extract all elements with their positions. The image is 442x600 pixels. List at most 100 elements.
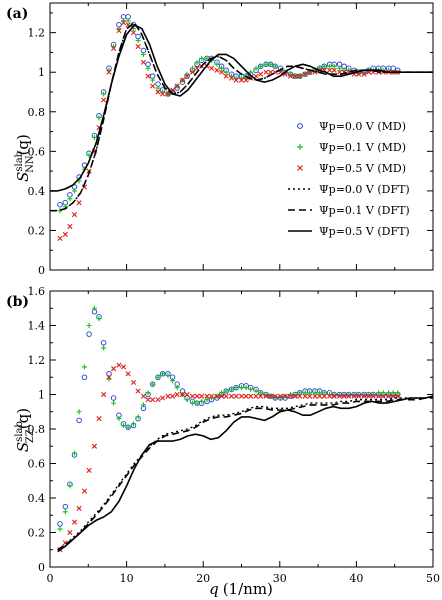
x-tick-label: 20 [196,572,210,585]
md-point-plus [130,421,136,427]
md-point-cross [135,388,141,394]
md-point-cross [204,393,210,399]
md-point-cross [380,393,386,399]
md-point-plus [81,364,87,370]
md-point-circle [57,201,63,208]
md-point-plus [258,390,264,396]
md-point-cross [71,212,78,218]
md-point-cross [312,393,318,399]
md-point-cross [287,73,294,79]
md-point-cross [302,393,308,399]
y-tick-label: 0.8 [28,423,46,436]
md-point-cross [209,393,215,399]
md-point-circle [81,374,88,381]
md-point-plus [145,65,151,71]
md-point-cross [218,393,225,399]
md-point-plus [199,398,205,404]
md-point-cross [174,391,180,398]
md-point-cross [351,393,357,399]
md-point-plus [184,397,190,403]
md-point-plus [194,59,200,65]
md-point-plus [101,91,107,97]
md-point-cross [253,393,259,399]
md-point-cross [140,393,147,399]
md-point-plus [380,390,386,396]
md-point-cross [135,43,141,50]
y-tick-label: 0.2 [28,224,46,237]
md-point-plus [150,77,156,83]
md-point-cross [356,393,362,399]
x-tick-label: 0 [47,572,54,585]
md-point-cross [155,89,161,95]
panel-b-y-axis-label: SslabZZ(q) [14,408,36,452]
md-point-plus [72,188,78,194]
md-point-cross [341,393,347,399]
md-point-cross [110,45,117,52]
md-point-cross [223,73,229,79]
md-point-circle [86,331,92,337]
md-point-plus [170,378,176,384]
md-point-plus [91,134,97,140]
md-point-plus [57,526,63,532]
md-point-cross [76,505,82,511]
y-tick-label: 0.8 [28,106,46,119]
md-point-plus [189,65,195,71]
legend-marker-cross-icon [297,165,303,171]
y-tick-label: 0.4 [28,492,46,505]
md-point-cross [218,69,225,75]
panel-a: (a) 0 0.2 0.4 0.6 0.8 1 1.2 SslabNN(q) Ψp=0.0 … [6,2,434,277]
md-point-cross [214,67,220,73]
md-point-cross [297,73,303,79]
y-tick-label: 0.2 [28,527,46,540]
x-tick-label: 50 [426,572,440,585]
md-point-plus [111,400,117,406]
md-point-cross [130,30,137,36]
md-point-cross [96,416,102,422]
panel-a-y-axis-label: SslabNN(q) [14,134,36,182]
legend-entry-md-05: Ψp=0.5 V (MD) [297,162,406,175]
md-point-plus [91,305,97,311]
md-point-cross [120,364,127,370]
md-point-cross [194,393,200,399]
md-point-cross [376,393,382,399]
md-point-plus [72,450,78,456]
md-point-cross [228,75,235,81]
md-point-plus [160,371,166,377]
md-point-circle [62,503,69,510]
md-point-cross [184,73,190,79]
y-tick-label: 1.6 [28,285,46,298]
md-point-cross [302,71,308,77]
md-point-plus [174,385,180,391]
y-tick-label: 0 [38,264,45,277]
md-point-cross [57,235,63,241]
md-point-plus [155,85,161,91]
md-point-cross [243,393,249,399]
legend-label: Ψp=0.1 V (DFT) [319,204,410,217]
md-point-cross [150,83,156,89]
md-point-cross [258,393,264,399]
md-point-plus [121,423,127,429]
md-point-plus [331,63,337,69]
panel-a-ticks: 0 0.2 0.4 0.6 0.8 1 1.2 [28,3,434,277]
md-point-cross [81,488,88,494]
legend-entry-dft-01: Ψp=0.1 V (DFT) [288,204,410,217]
panel-b: (b) 0 10 20 30 40 50 0 0.2 0.4 0.6 0.8 1 1.2 1.4 1.6 S… [6,285,440,598]
md-point-cross [150,397,156,403]
legend: Ψp=0.0 V (MD) Ψp=0.1 V (MD) Ψp=0.5 V (MD… [288,120,410,238]
md-point-cross [76,200,82,206]
md-point-plus [76,409,82,415]
md-point-plus [86,323,92,328]
md-point-circle [110,395,117,401]
md-point-circle [100,340,107,346]
md-point-cross [140,59,147,65]
md-point-cross [258,71,264,77]
md-point-plus [395,390,401,396]
md-point-cross [307,393,313,399]
md-point-cross [160,91,166,97]
md-point-plus [96,316,102,322]
md-point-cross [189,69,196,75]
md-point-plus [135,38,141,44]
md-point-cross [169,393,176,399]
legend-marker-plus-icon [297,144,303,150]
md-point-plus [204,55,210,61]
